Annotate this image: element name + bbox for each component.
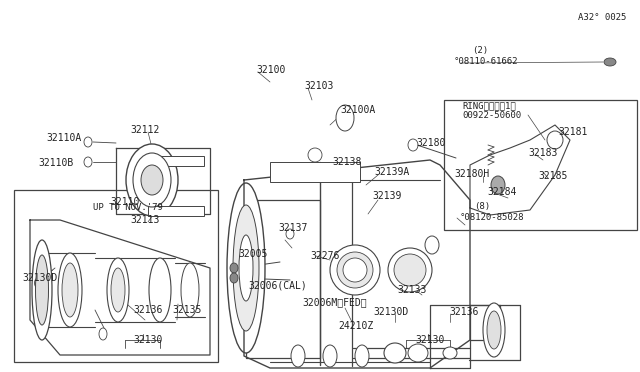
Ellipse shape: [133, 153, 171, 207]
Text: A32° 0025: A32° 0025: [578, 13, 627, 22]
Ellipse shape: [394, 254, 426, 286]
Text: 32139A: 32139A: [374, 167, 409, 177]
Ellipse shape: [230, 263, 238, 273]
Ellipse shape: [308, 148, 322, 162]
Text: 32137: 32137: [278, 223, 307, 233]
Text: 32139: 32139: [372, 191, 401, 201]
Ellipse shape: [291, 345, 305, 367]
Text: 32138: 32138: [332, 157, 362, 167]
Text: 32110B: 32110B: [38, 158, 73, 168]
Ellipse shape: [337, 252, 373, 288]
Ellipse shape: [547, 131, 563, 149]
Ellipse shape: [323, 345, 337, 367]
Text: °08120-85028: °08120-85028: [460, 214, 525, 222]
Ellipse shape: [181, 263, 199, 317]
Ellipse shape: [239, 235, 253, 301]
Ellipse shape: [443, 347, 457, 359]
Ellipse shape: [35, 278, 42, 288]
Text: 32136: 32136: [133, 305, 163, 315]
Ellipse shape: [141, 165, 163, 195]
Text: RINGリングあ1）: RINGリングあ1）: [462, 102, 516, 110]
Ellipse shape: [84, 157, 92, 167]
Ellipse shape: [388, 248, 432, 292]
Text: 32112: 32112: [130, 125, 159, 135]
Text: 32100: 32100: [256, 65, 285, 75]
Ellipse shape: [408, 344, 428, 362]
Ellipse shape: [355, 345, 369, 367]
Ellipse shape: [230, 273, 238, 283]
Ellipse shape: [35, 255, 49, 325]
Ellipse shape: [149, 258, 171, 322]
Text: 32100A: 32100A: [340, 105, 375, 115]
Ellipse shape: [233, 205, 259, 331]
Ellipse shape: [107, 258, 129, 322]
Text: 32185: 32185: [538, 171, 568, 181]
Text: 32113: 32113: [130, 215, 159, 225]
Text: 32181: 32181: [558, 127, 588, 137]
Text: 32276: 32276: [310, 251, 339, 261]
Ellipse shape: [425, 236, 439, 254]
Text: 24210Z: 24210Z: [338, 321, 373, 331]
Bar: [14, 190, 218, 362]
Text: 32103: 32103: [304, 81, 333, 91]
Ellipse shape: [32, 240, 52, 340]
Bar: [148, 206, 204, 216]
Ellipse shape: [336, 105, 354, 131]
Ellipse shape: [286, 229, 294, 239]
Text: 32110A: 32110A: [46, 133, 81, 143]
Text: 32133: 32133: [397, 285, 426, 295]
Text: 32006M〈FED〉: 32006M〈FED〉: [302, 297, 367, 307]
Text: 32130D: 32130D: [22, 273, 57, 283]
Ellipse shape: [99, 328, 107, 340]
Ellipse shape: [487, 311, 501, 349]
Text: 32180: 32180: [416, 138, 445, 148]
Ellipse shape: [604, 58, 616, 66]
Text: UP TO NOV.'79: UP TO NOV.'79: [93, 203, 163, 212]
Text: 32110: 32110: [110, 197, 140, 207]
Ellipse shape: [62, 263, 78, 317]
Ellipse shape: [227, 183, 265, 353]
Bar: [270, 162, 360, 182]
Text: 00922-50600: 00922-50600: [462, 112, 521, 121]
Text: 32130D: 32130D: [373, 307, 408, 317]
Text: 32006(CAL): 32006(CAL): [248, 280, 307, 290]
Ellipse shape: [483, 303, 505, 357]
Ellipse shape: [126, 144, 178, 216]
Ellipse shape: [384, 343, 406, 363]
Bar: [148, 156, 204, 166]
Ellipse shape: [111, 268, 125, 312]
Bar: [444, 100, 637, 230]
Ellipse shape: [84, 137, 92, 147]
Text: °08110-61662: °08110-61662: [454, 57, 518, 65]
Ellipse shape: [330, 245, 380, 295]
Text: (2): (2): [472, 45, 488, 55]
Text: 32135: 32135: [172, 305, 202, 315]
Ellipse shape: [343, 258, 367, 282]
Text: 32184: 32184: [487, 187, 516, 197]
Ellipse shape: [408, 139, 418, 151]
Text: 32005: 32005: [238, 249, 268, 259]
Text: 32130: 32130: [415, 335, 445, 345]
Text: (8): (8): [474, 202, 490, 212]
Ellipse shape: [58, 253, 82, 327]
Ellipse shape: [491, 176, 505, 194]
Text: 32183: 32183: [528, 148, 557, 158]
Text: 32136: 32136: [449, 307, 478, 317]
Text: 32130: 32130: [133, 335, 163, 345]
Text: 32180H: 32180H: [454, 169, 489, 179]
